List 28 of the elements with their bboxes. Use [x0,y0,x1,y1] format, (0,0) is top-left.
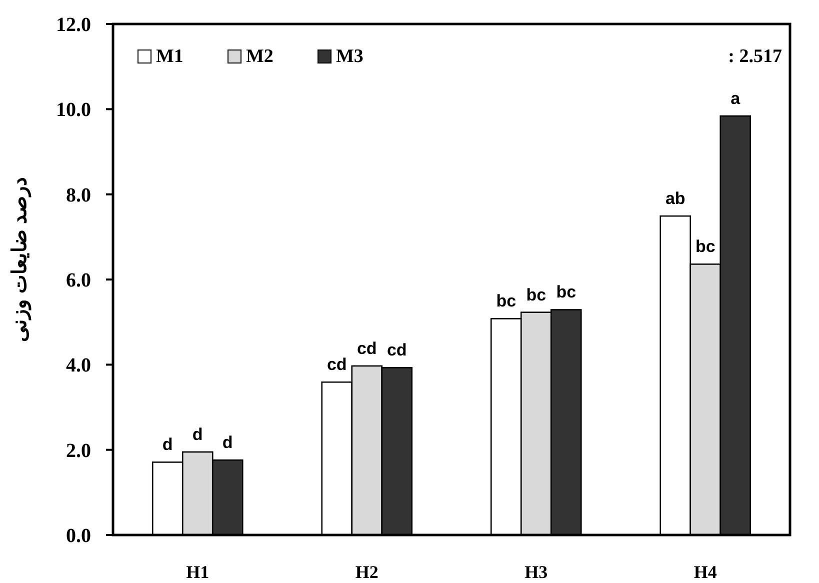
data-label: d [192,424,203,444]
x-tick-label: H3 [524,562,548,582]
x-tick-label: H2 [355,562,378,582]
data-label: bc [695,237,716,256]
data-label: cd [356,338,377,358]
annotation: : 2.517 [728,46,782,67]
data-label: d [162,435,173,454]
x-tick-label: H1 [186,562,210,582]
y-tick-label: 8.0 [66,184,91,206]
y-axis-title: درصد ضایعات وزنی [9,176,32,342]
y-tick-label: 6.0 [66,270,91,292]
data-label: a [730,88,741,108]
legend-label: M3 [336,46,364,67]
data-label: cd [386,340,407,360]
y-tick-label: 10.0 [56,99,91,122]
legend-label: M1 [156,46,184,67]
data-label: bc [496,292,516,311]
y-tick-label: 12.0 [56,14,91,36]
legend-label: M2 [246,46,274,67]
data-label: bc [526,285,546,304]
y-tick-label: 0.0 [66,525,91,547]
x-tick-label: H4 [694,562,717,582]
data-label: bc [556,282,576,302]
data-label: cd [326,355,347,374]
y-tick-label: 2.0 [66,440,91,462]
data-label: ab [665,189,686,208]
y-tick-label: 4.0 [66,354,91,377]
data-label: d [222,433,233,452]
